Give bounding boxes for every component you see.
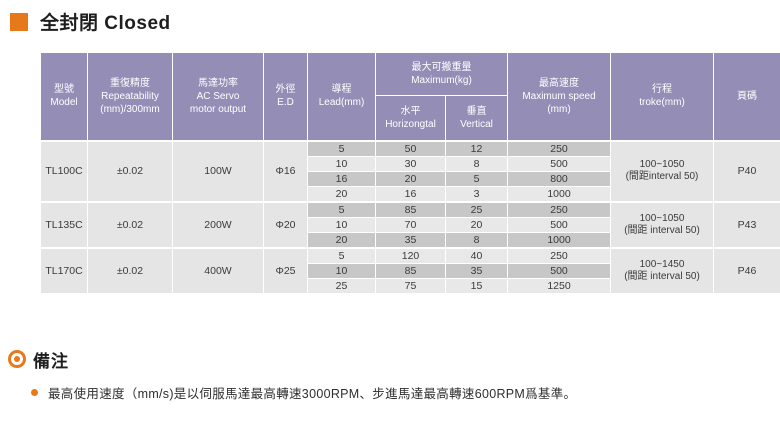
lead-cell: 10 bbox=[307, 216, 376, 233]
speed-cell: 250 bbox=[507, 139, 611, 157]
horizontal-cell: 85 bbox=[375, 262, 446, 279]
speed-cell: 800 bbox=[507, 170, 611, 187]
horizontal-cell: 35 bbox=[375, 231, 446, 248]
speed-cell: 500 bbox=[507, 216, 611, 233]
model-cell: TL100C bbox=[40, 139, 88, 202]
stroke-cell: 100~1050 (間距 interval 50) bbox=[610, 200, 714, 248]
col-header-vertical: 垂直 Vertical bbox=[445, 95, 508, 142]
speed-cell: 500 bbox=[507, 262, 611, 279]
page-cell: P46 bbox=[713, 246, 780, 294]
lead-cell: 20 bbox=[307, 185, 376, 202]
col-header-ed: 外徑 E.D bbox=[263, 52, 308, 142]
speed-cell: 1250 bbox=[507, 277, 611, 294]
horizontal-cell: 75 bbox=[375, 277, 446, 294]
repeatability-cell: ±0.02 bbox=[87, 246, 173, 294]
horizontal-cell: 50 bbox=[375, 139, 446, 157]
col-header-motor-output: 馬達功率 AC Servo motor output bbox=[172, 52, 264, 142]
vertical-cell: 40 bbox=[445, 246, 508, 264]
horizontal-cell: 20 bbox=[375, 170, 446, 187]
speed-cell: 250 bbox=[507, 200, 611, 218]
table-row: 20 35 8 1000 bbox=[41, 231, 780, 248]
col-header-lead: 導程 Lead(mm) bbox=[307, 52, 376, 142]
vertical-cell: 35 bbox=[445, 262, 508, 279]
vertical-cell: 15 bbox=[445, 277, 508, 294]
lead-cell: 16 bbox=[307, 170, 376, 187]
model-cell: TL135C bbox=[40, 200, 88, 248]
lead-cell: 5 bbox=[307, 246, 376, 264]
page-title: 全封閉 Closed bbox=[40, 13, 171, 34]
vertical-cell: 8 bbox=[445, 231, 508, 248]
stroke-cell: 100~1050 (間距interval 50) bbox=[610, 139, 714, 202]
speed-cell: 500 bbox=[507, 155, 611, 172]
speed-cell: 250 bbox=[507, 246, 611, 264]
model-cell: TL170C bbox=[40, 246, 88, 294]
lead-cell: 25 bbox=[307, 277, 376, 294]
stroke-cell: 100~1450 (間距 interval 50) bbox=[610, 246, 714, 294]
repeatability-cell: ±0.02 bbox=[87, 139, 173, 202]
note-item-bullet-icon bbox=[31, 389, 38, 396]
motor-cell: 100W bbox=[172, 139, 264, 202]
col-header-page: 頁碼 bbox=[713, 52, 780, 142]
ed-cell: Φ20 bbox=[263, 200, 308, 248]
vertical-cell: 5 bbox=[445, 170, 508, 187]
ed-cell: Φ16 bbox=[263, 139, 308, 202]
spec-table: 型號 Model 重復精度 Repeatability (mm)/300mm 馬… bbox=[40, 52, 780, 294]
table-row: TL135C ±0.02 200W Φ20 5 85 25 250 100~10… bbox=[40, 200, 780, 248]
col-header-model: 型號 Model bbox=[40, 52, 88, 142]
col-header-horizontal: 水平 Horizongtal bbox=[375, 95, 446, 142]
lead-cell: 5 bbox=[307, 139, 376, 157]
vertical-cell: 20 bbox=[445, 216, 508, 233]
table-row: 10 70 20 500 bbox=[41, 216, 780, 233]
horizontal-cell: 85 bbox=[375, 200, 446, 218]
horizontal-cell: 120 bbox=[375, 246, 446, 264]
notes-title: 備注 bbox=[33, 352, 69, 371]
table-row: TL170C ±0.02 400W Φ25 5 120 40 250 100~1… bbox=[40, 246, 780, 294]
repeatability-cell: ±0.02 bbox=[87, 200, 173, 248]
section-bullet-icon bbox=[10, 13, 28, 31]
page-cell: P43 bbox=[713, 200, 780, 248]
horizontal-cell: 16 bbox=[375, 185, 446, 202]
horizontal-cell: 30 bbox=[375, 155, 446, 172]
col-header-stroke: 行程 troke(mm) bbox=[610, 52, 714, 142]
col-header-max-speed: 最高速度 Maximum speed (mm) bbox=[507, 52, 611, 142]
vertical-cell: 12 bbox=[445, 139, 508, 157]
col-header-repeatability: 重復精度 Repeatability (mm)/300mm bbox=[87, 52, 173, 142]
col-header-maximum-load: 最大可搬重量 Maximum(kg) bbox=[375, 52, 508, 96]
table-row: 25 75 15 1250 bbox=[41, 277, 780, 294]
table-row: TL100C ±0.02 100W Φ16 5 50 12 250 100~10… bbox=[40, 139, 780, 202]
lead-cell: 10 bbox=[307, 262, 376, 279]
lead-cell: 20 bbox=[307, 231, 376, 248]
speed-cell: 1000 bbox=[507, 231, 611, 248]
horizontal-cell: 70 bbox=[375, 216, 446, 233]
vertical-cell: 25 bbox=[445, 200, 508, 218]
speed-cell: 1000 bbox=[507, 185, 611, 202]
note-text: 最高使用速度（mm/s)是以伺服馬達最高轉速3000RPM、步進馬達最高轉速60… bbox=[48, 387, 577, 401]
notes-bullet-icon bbox=[8, 350, 26, 368]
motor-cell: 200W bbox=[172, 200, 264, 248]
lead-cell: 10 bbox=[307, 155, 376, 172]
motor-cell: 400W bbox=[172, 246, 264, 294]
page-cell: P40 bbox=[713, 139, 780, 202]
lead-cell: 5 bbox=[307, 200, 376, 218]
vertical-cell: 8 bbox=[445, 155, 508, 172]
table-row: 16 20 5 800 bbox=[41, 170, 780, 187]
ed-cell: Φ25 bbox=[263, 246, 308, 294]
vertical-cell: 3 bbox=[445, 185, 508, 202]
